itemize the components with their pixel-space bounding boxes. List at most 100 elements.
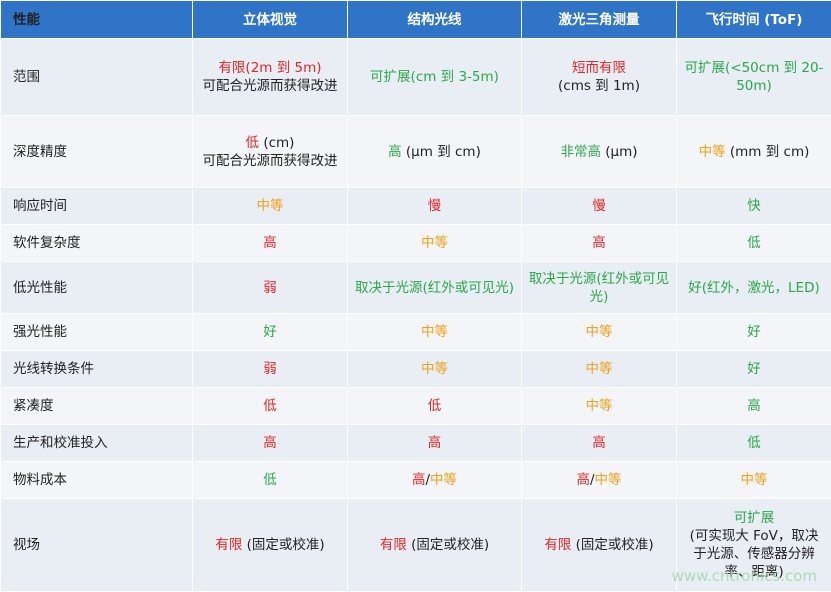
cell-text: 可扩展 <box>734 510 775 526</box>
cell-line: 低 <box>683 434 825 452</box>
cell-text: 好 <box>747 361 761 377</box>
table-cell: 快 <box>677 188 831 225</box>
cell-text: 低 <box>428 398 442 414</box>
cell-text: 可配合光源而获得改进 <box>203 153 338 169</box>
cell-line: 中等 <box>683 471 825 489</box>
cell-text: 中等 <box>741 472 768 488</box>
cell-text: 高 <box>263 235 277 251</box>
cell-text: 慢 <box>592 198 606 214</box>
cell-text: 可配合光源而获得改进 <box>203 78 338 94</box>
table-cell: 高/中等 <box>348 462 522 499</box>
cell-line: 中等 (mm 到 cm) <box>683 143 825 161</box>
cell-text: 中等 <box>421 324 448 340</box>
cell-text: (μm 到 cm) <box>402 144 481 160</box>
cell-text: (cm) <box>259 135 294 151</box>
cell-line: 有限(2m 到 5m) <box>199 59 341 77</box>
cell-line: 有限 (固定或校准) <box>354 536 515 554</box>
table-row: 低光性能 弱 取决于光源(红外或可见光) 取决于光源(红外或可见光) 好(红外，激光，L… <box>1 262 831 314</box>
table-cell: 低 <box>193 462 348 499</box>
table-row: 光线转换条件弱中等中等好 <box>1 351 831 388</box>
table-cell: 中等 <box>348 351 522 388</box>
row-label: 生产和校准投入 <box>1 425 193 462</box>
row-label: 深度精度 <box>1 116 193 188</box>
table-cell: 高 <box>522 225 677 262</box>
cell-text: 慢 <box>428 198 442 214</box>
header-cell: 飞行时间 (ToF) <box>677 1 831 39</box>
cell-line: 高/中等 <box>354 471 515 489</box>
cell-text: (固定或校准) <box>571 537 653 553</box>
table-cell: 慢 <box>522 188 677 225</box>
cell-line: 好 <box>199 323 341 341</box>
table-cell: 中等 <box>677 462 831 499</box>
cell-text: 快 <box>747 198 761 214</box>
header-cell: 激光三角测量 <box>522 1 677 39</box>
table-row: 响应时间中等慢慢快 <box>1 188 831 225</box>
cell-text: 中等 <box>595 472 622 488</box>
cell-text: 中等 <box>699 144 726 160</box>
row-label: 低光性能 <box>1 262 193 314</box>
table-cell: 中等 (mm 到 cm) <box>677 116 831 188</box>
table-cell: 有限(2m 到 5m)可配合光源而获得改进 <box>193 39 348 116</box>
cell-text: 弱 <box>263 361 277 377</box>
table-cell: 高 <box>677 388 831 425</box>
cell-line: 高 <box>683 397 825 415</box>
cell-text: 高 <box>388 144 402 160</box>
cell-text: 低 <box>263 398 277 414</box>
table-row: 深度精度低 (cm)可配合光源而获得改进高 (μm 到 cm)非常高 (μm)中… <box>1 116 831 188</box>
cell-line: 可扩展(<50cm 到 20-50m) <box>683 59 825 95</box>
cell-text: 弱 <box>263 280 277 296</box>
cell-line: 高 <box>199 234 341 252</box>
table-cell: 好 <box>193 314 348 351</box>
cell-text: 高 <box>412 472 426 488</box>
table-cell: 中等 <box>193 188 348 225</box>
cell-line: 好 <box>683 323 825 341</box>
table-cell: 有限 (固定或校准) <box>348 499 522 592</box>
table-cell: 低 <box>677 425 831 462</box>
row-label: 范围 <box>1 39 193 116</box>
table-cell: 取决于光源(红外或可见光) <box>348 262 522 314</box>
table-cell: 中等 <box>522 388 677 425</box>
row-label: 软件复杂度 <box>1 225 193 262</box>
cell-text: 中等 <box>421 361 448 377</box>
header-row: 性能立体视觉结构光线激光三角测量飞行时间 (ToF) <box>1 1 831 39</box>
cell-line: 高 (μm 到 cm) <box>354 143 515 161</box>
cell-text: 可扩展(cm 到 3-5m) <box>370 69 499 85</box>
cell-text: 高 <box>747 398 761 414</box>
header-cell: 性能 <box>1 1 193 39</box>
cell-line: 低 <box>199 471 341 489</box>
cell-text: 好 <box>747 324 761 340</box>
cell-line: 高 <box>199 434 341 452</box>
cell-text: 取决于光源(红外或可见光) <box>355 280 514 296</box>
cell-text: 有限 <box>380 537 407 553</box>
cell-line: 低 <box>354 397 515 415</box>
cell-text: 好(红外，激光，LED) <box>688 280 819 296</box>
cell-line: 弱 <box>199 360 341 378</box>
cell-text: 有限 <box>544 537 571 553</box>
watermark: www.cntronics.com <box>672 567 817 585</box>
table-cell: 好 <box>677 351 831 388</box>
header-cell: 立体视觉 <box>193 1 348 39</box>
cell-line: 高 <box>528 234 670 252</box>
table-cell: 高 <box>348 425 522 462</box>
cell-line: 非常高 (μm) <box>528 143 670 161</box>
cell-line: 慢 <box>528 197 670 215</box>
cell-text: 高 <box>263 435 277 451</box>
cell-line: 取决于光源(红外或可见光) <box>528 270 670 306</box>
table-cell: 低 <box>348 388 522 425</box>
cell-line: 中等 <box>199 197 341 215</box>
table-cell: 中等 <box>522 351 677 388</box>
row-label: 物料成本 <box>1 462 193 499</box>
table-row: 物料成本低高/中等高/中等中等 <box>1 462 831 499</box>
cell-text: 好 <box>263 324 277 340</box>
cell-line: 弱 <box>199 279 341 297</box>
table-row: 软件复杂度高中等高低 <box>1 225 831 262</box>
cell-line: 中等 <box>354 323 515 341</box>
table-cell: 低 <box>677 225 831 262</box>
table-cell: 好(红外，激光，LED) <box>677 262 831 314</box>
cell-line: (cms 到 1m) <box>528 77 670 95</box>
table-cell: 弱 <box>193 351 348 388</box>
row-label: 强光性能 <box>1 314 193 351</box>
table-cell: 可扩展(cm 到 3-5m) <box>348 39 522 116</box>
table-cell: 慢 <box>348 188 522 225</box>
